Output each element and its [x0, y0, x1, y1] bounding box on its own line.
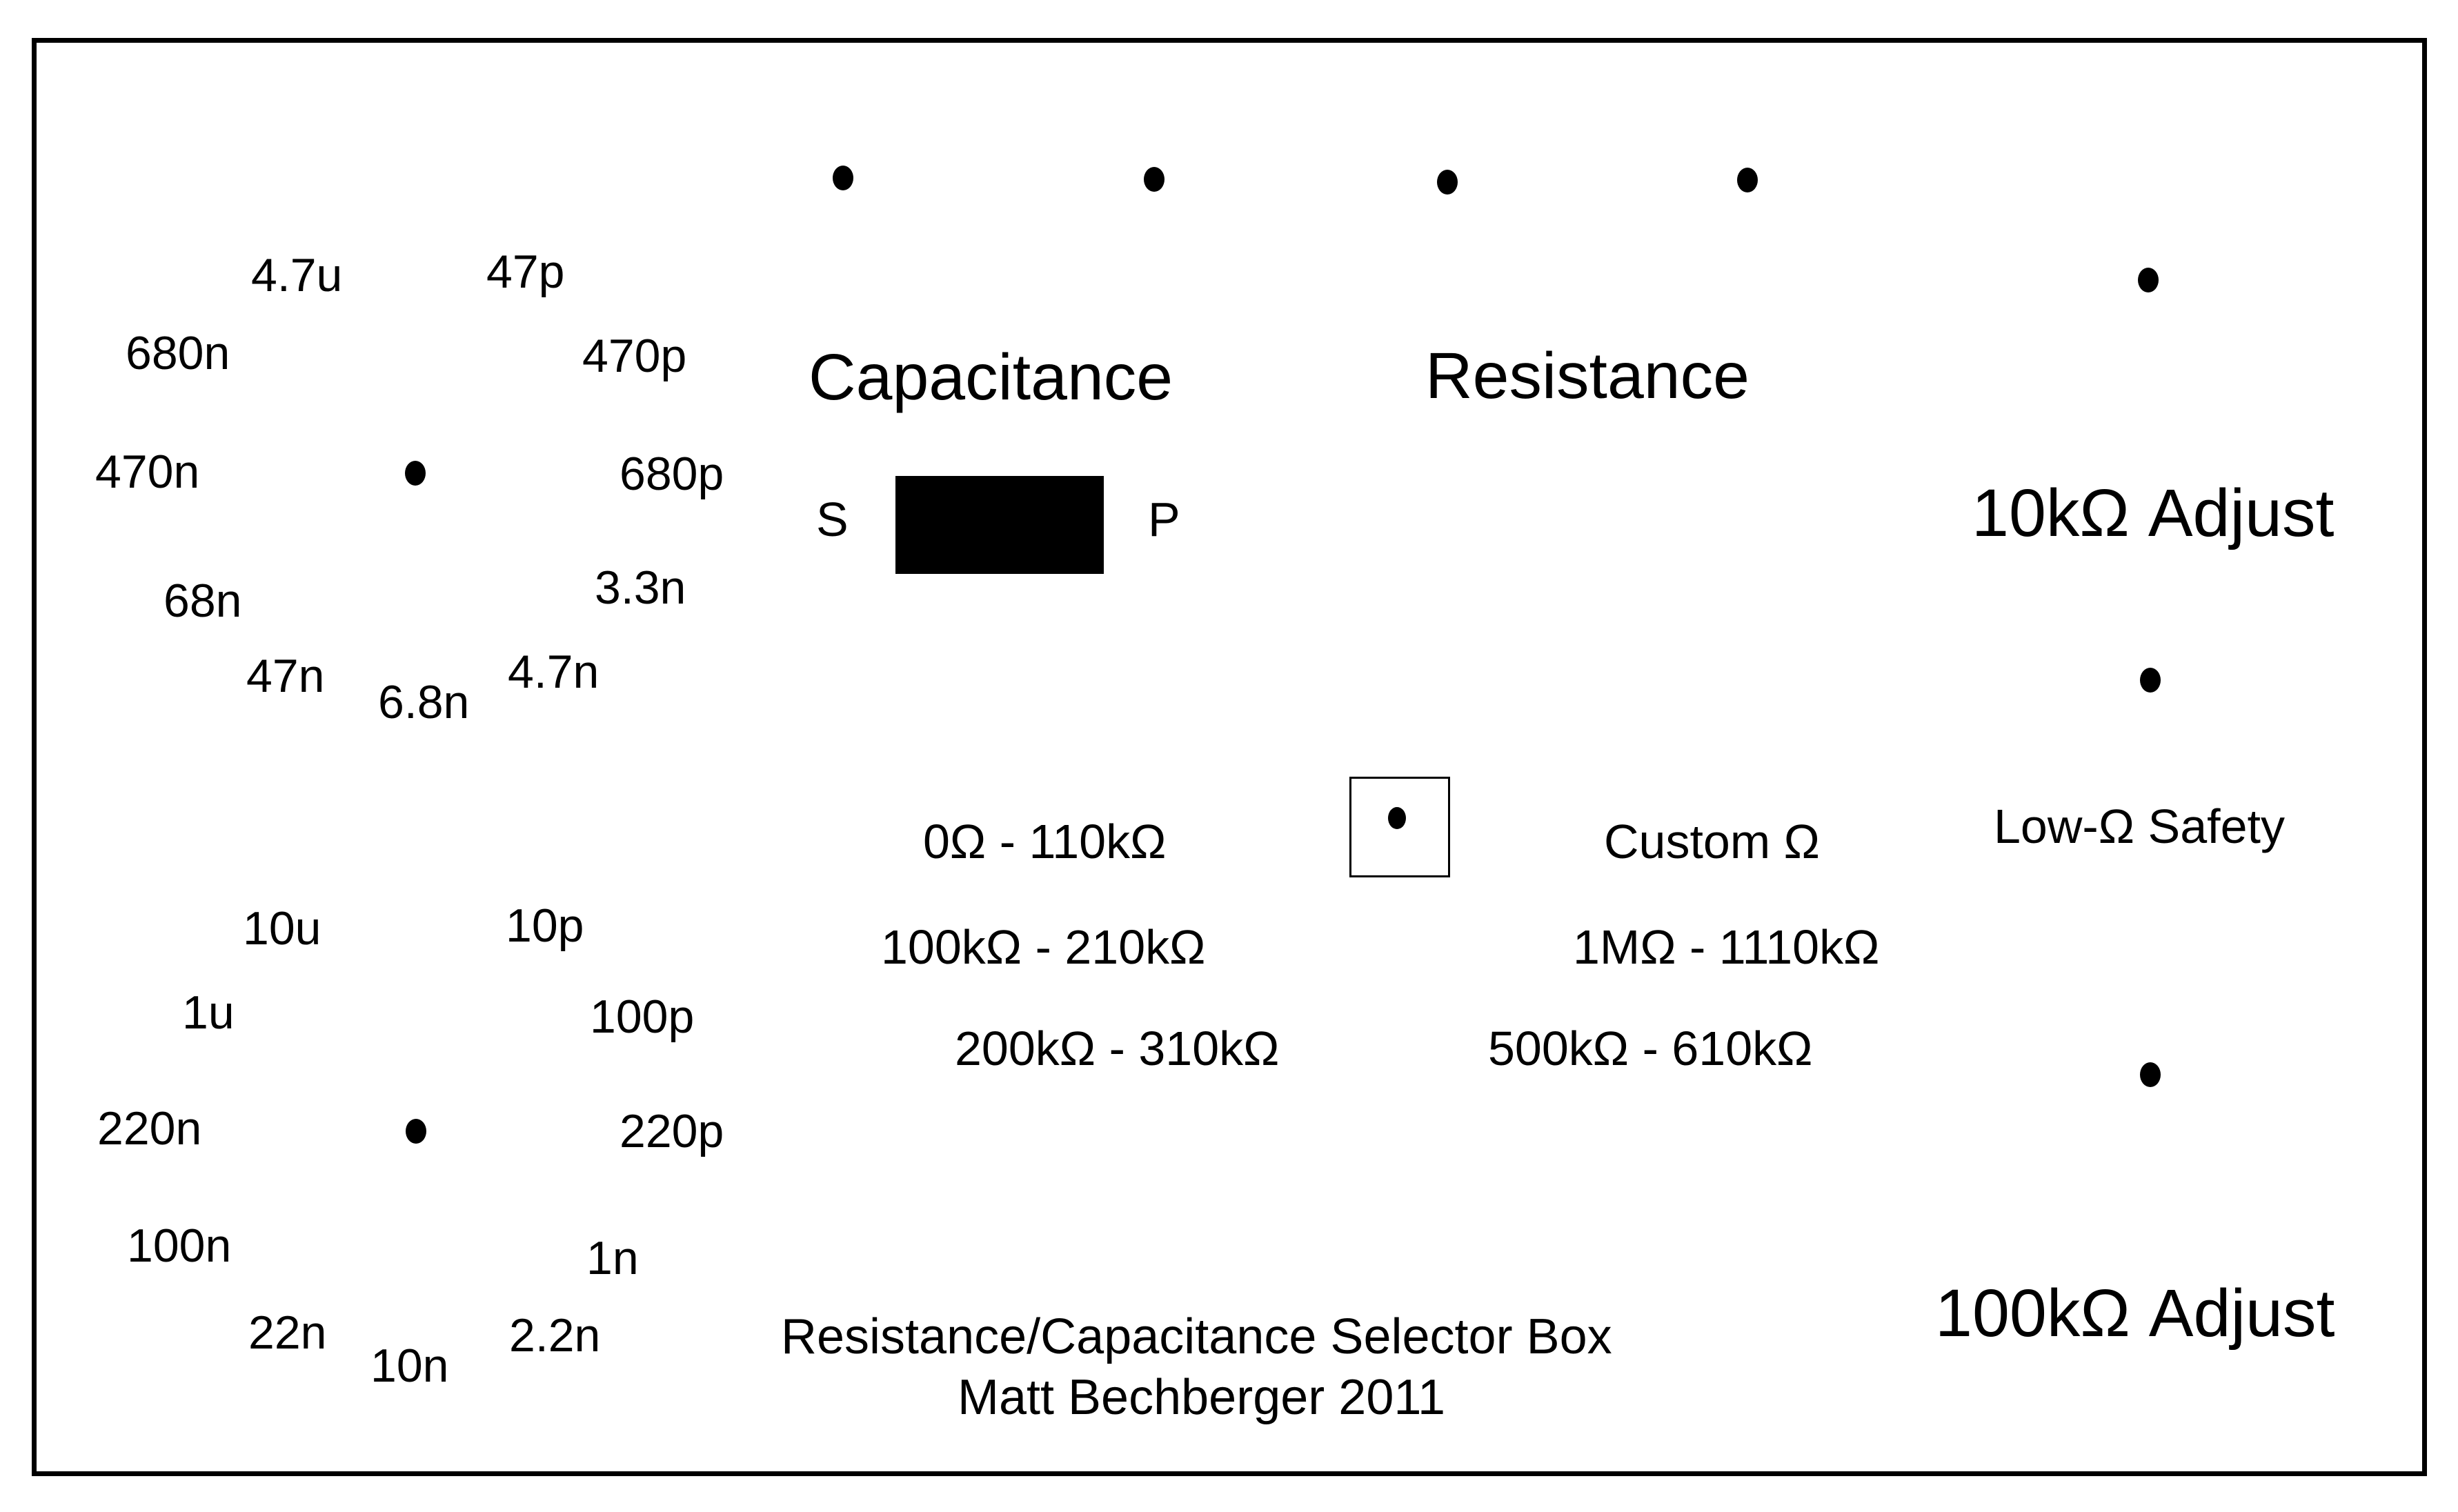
resistance-label: Resistance	[1425, 339, 1750, 412]
resistance-selector-shaft	[1388, 807, 1406, 829]
cap-value: 470p	[582, 330, 687, 382]
binding-post-resistance-2[interactable]	[1737, 168, 1758, 192]
low-ohm-safety-switch[interactable]	[2140, 668, 2161, 693]
cap-value: 220n	[97, 1102, 202, 1155]
capacitor-dial-upper-shaft[interactable]	[405, 461, 426, 486]
pot-10k-shaft[interactable]	[2138, 268, 2159, 292]
cap-value: 100n	[127, 1220, 232, 1272]
capacitor-dial-lower-shaft[interactable]	[406, 1119, 426, 1144]
cap-value: 680n	[126, 327, 230, 379]
pot-100k-shaft[interactable]	[2140, 1062, 2161, 1087]
cap-value: 47n	[246, 650, 325, 702]
cap-value: 1n	[586, 1232, 639, 1284]
range-label: Custom Ω	[1604, 815, 1820, 868]
cap-value: 68n	[163, 575, 242, 627]
range-label: 0Ω - 110kΩ	[923, 815, 1167, 868]
cap-value: 2.2n	[509, 1309, 601, 1362]
cap-value: 4.7u	[251, 249, 343, 301]
cap-value: 6.8n	[378, 676, 470, 728]
binding-post-capacitance-1[interactable]	[833, 166, 853, 190]
panel-author: Matt Bechberger 2011	[958, 1370, 1446, 1425]
binding-post-capacitance-2[interactable]	[1144, 167, 1164, 192]
range-label: 500kΩ - 610kΩ	[1488, 1022, 1813, 1075]
binding-post-resistance-1[interactable]	[1437, 170, 1458, 195]
series-label: S	[816, 493, 849, 546]
cap-value: 10u	[243, 902, 321, 955]
cap-value: 100p	[590, 991, 695, 1043]
cap-value: 220p	[620, 1105, 724, 1157]
cap-value: 1u	[182, 986, 235, 1039]
cap-value: 47p	[486, 246, 565, 298]
parallel-label: P	[1148, 493, 1180, 546]
series-parallel-switch[interactable]	[895, 476, 1104, 574]
cap-value: 10p	[506, 899, 584, 952]
cap-value: 4.7n	[508, 646, 599, 698]
cap-value: 3.3n	[595, 561, 686, 614]
capacitance-label: Capacitance	[809, 341, 1173, 414]
panel-title: Resistance/Capacitance Selector Box	[781, 1309, 1612, 1364]
range-label: 100kΩ - 210kΩ	[881, 920, 1206, 974]
cap-value: 470n	[95, 446, 200, 498]
low-ohm-safety-label: Low-Ω Safety	[1994, 799, 2285, 853]
adjust-100k-label: 100kΩ Adjust	[1935, 1275, 2335, 1351]
resistance-range-selector[interactable]	[1349, 777, 1450, 877]
cap-value: 22n	[248, 1306, 327, 1359]
cap-value: 680p	[620, 448, 724, 500]
front-panel-outline	[32, 38, 2427, 1476]
adjust-10k-label: 10kΩ Adjust	[1972, 475, 2335, 550]
range-label: 1MΩ - 1110kΩ	[1573, 920, 1880, 974]
cap-value: 10n	[370, 1340, 449, 1392]
range-label: 200kΩ - 310kΩ	[955, 1022, 1280, 1075]
